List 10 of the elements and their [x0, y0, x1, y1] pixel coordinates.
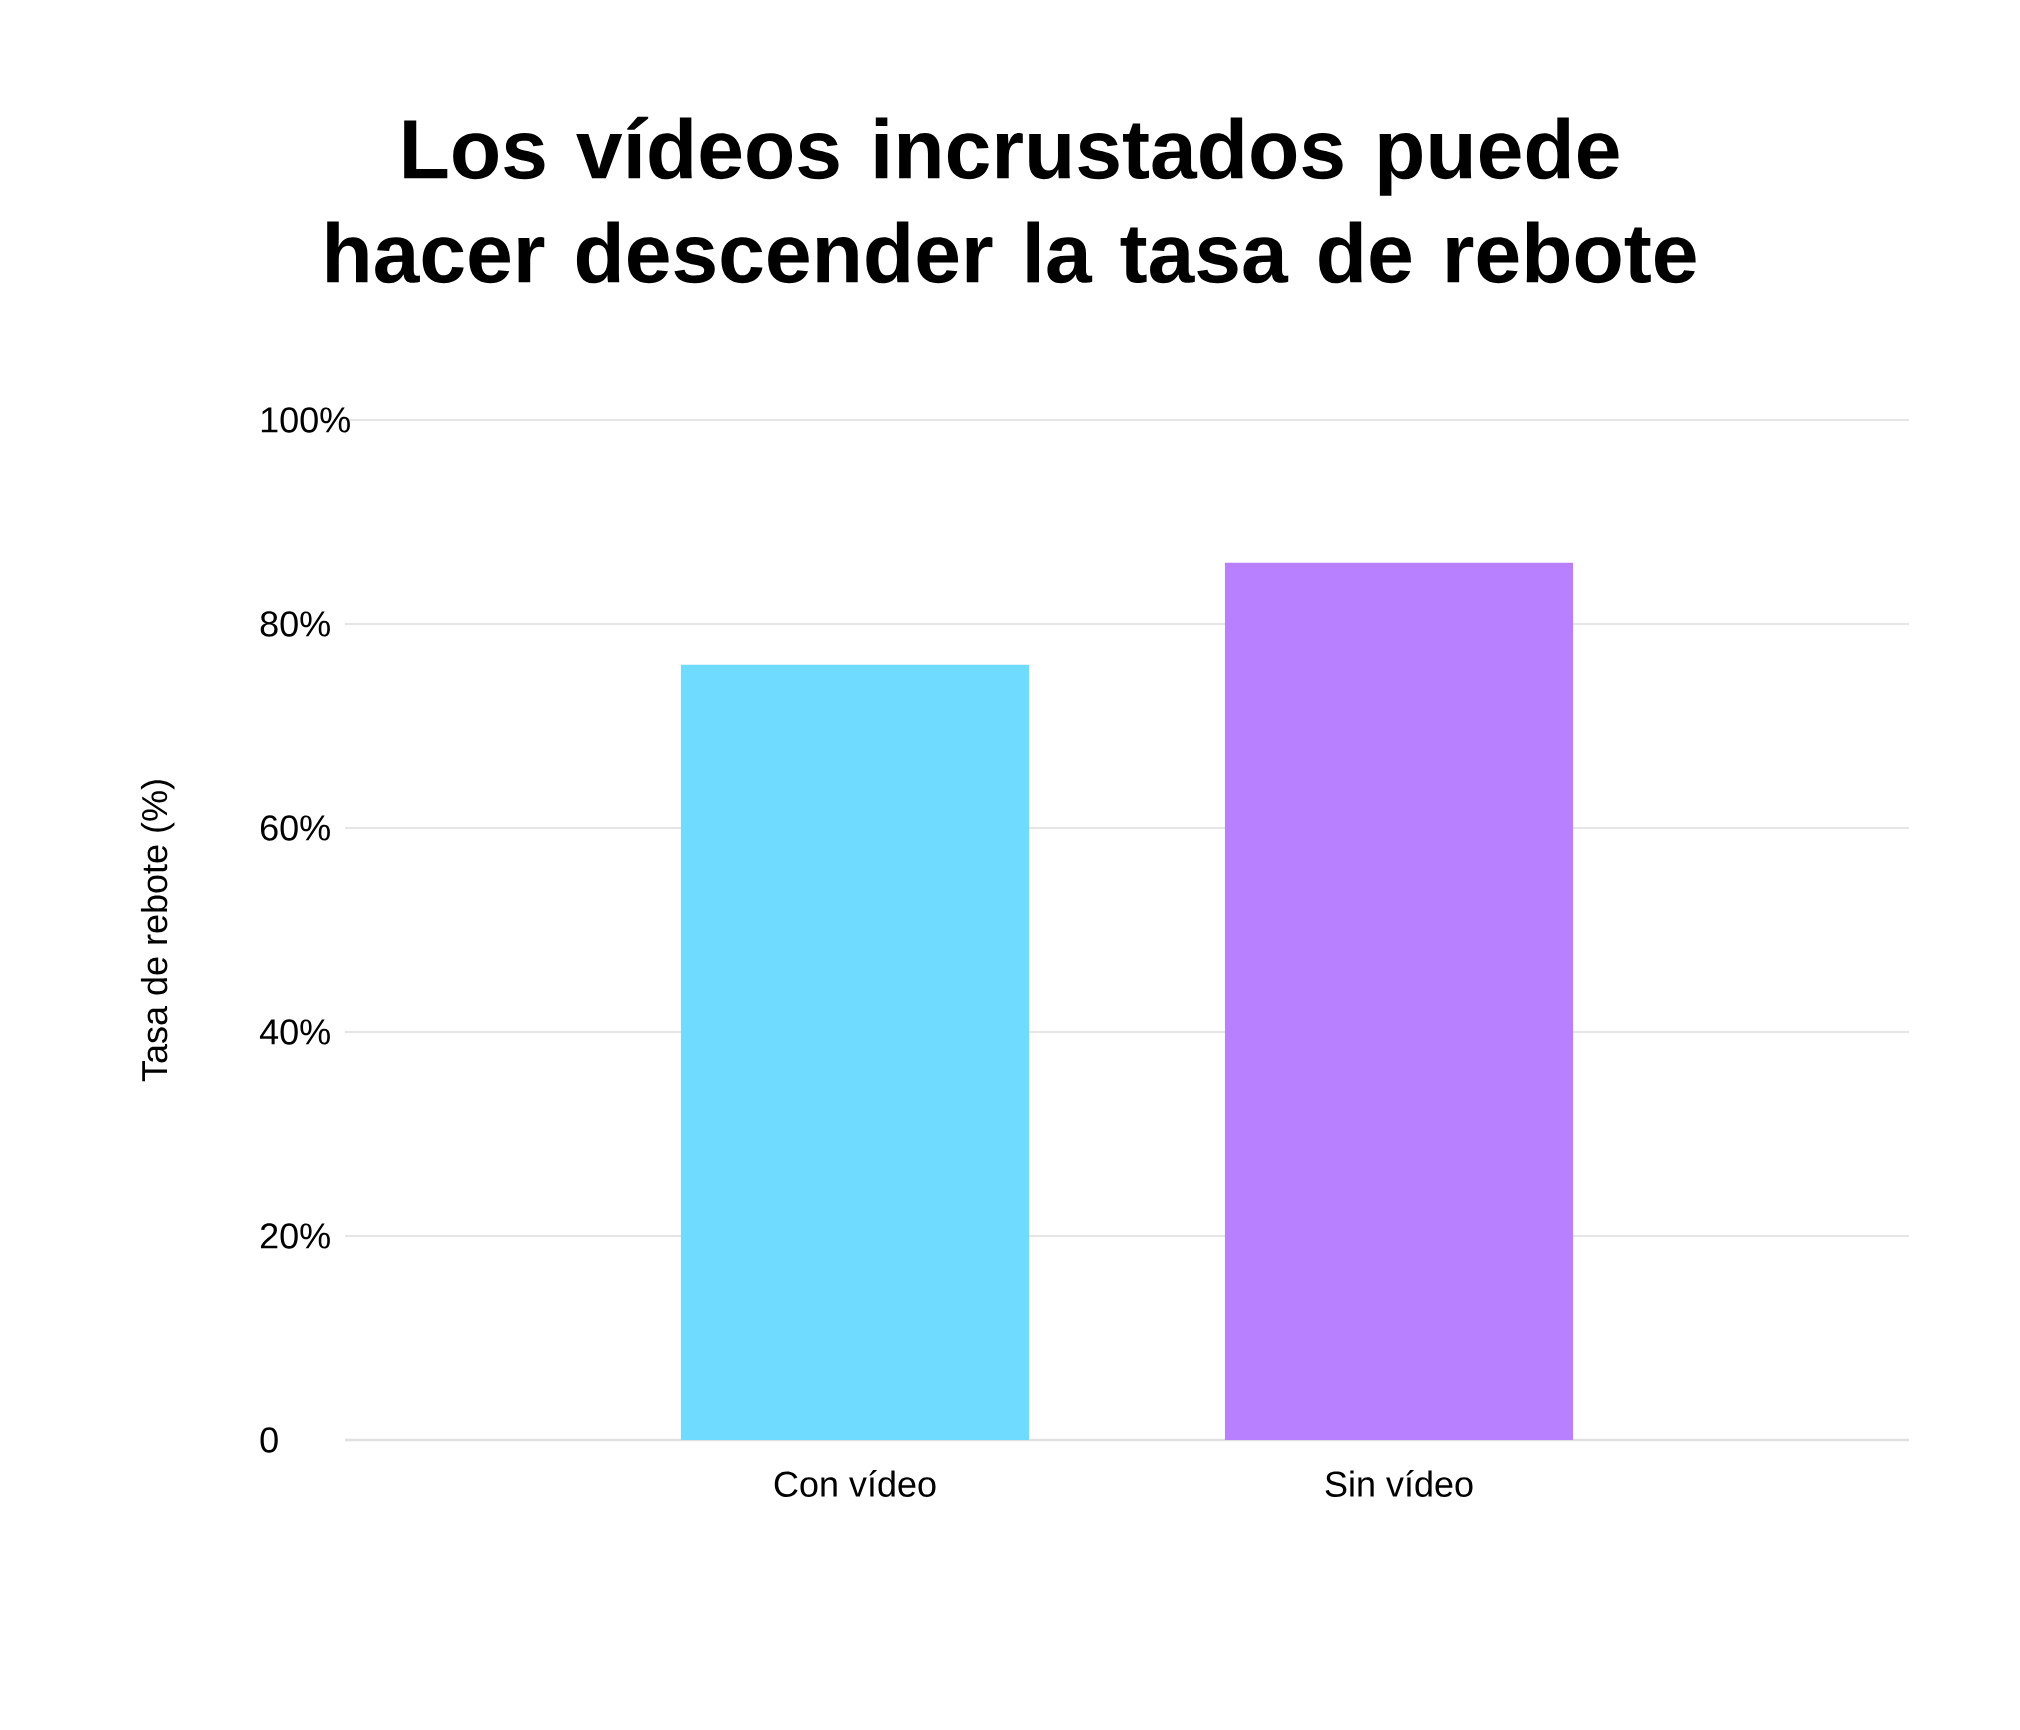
y-tick-label: 20% — [260, 1223, 330, 1249]
chart-title: Los vídeos incrustados puede hacer descender la tasa de rebote — [327, 116, 1696, 284]
y-tick-label: 100% — [261, 407, 350, 433]
y-tick-label: 40% — [259, 1019, 330, 1045]
x-tick-label: Sin vídeo — [1325, 1470, 1473, 1497]
y-tick-label: 80% — [260, 611, 330, 637]
y-axis-title: Tasa de rebote (%) — [140, 780, 175, 1082]
y-tick-label: 60% — [260, 815, 330, 841]
x-tick-label: Con vídeo — [774, 1470, 936, 1497]
y-tick-label: 0 — [260, 1427, 278, 1453]
